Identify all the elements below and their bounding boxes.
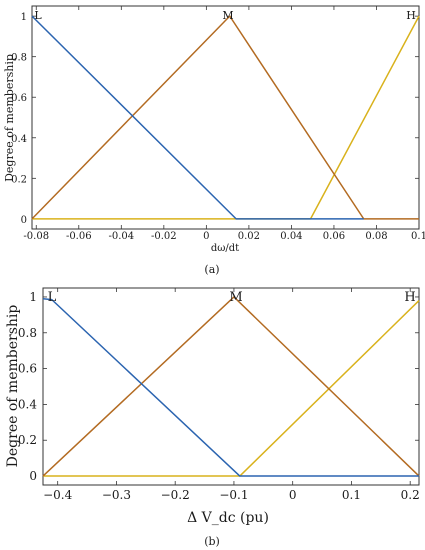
series-label-m: M <box>229 290 242 305</box>
plot-frame <box>31 5 420 230</box>
series-label-l: L <box>34 9 42 22</box>
x-tick-label: 0.02 <box>238 231 260 242</box>
y-axis-label: Degree of membership <box>5 305 21 468</box>
series-line-m <box>31 15 419 220</box>
y-tick-label: 0 <box>21 215 27 226</box>
series-group <box>31 15 420 220</box>
series-label-h: H <box>406 9 416 22</box>
y-tick-label: 1 <box>29 290 37 304</box>
y-tick-label: 0.2 <box>11 174 27 185</box>
x-tick-label: 0 <box>203 231 209 242</box>
x-tick-label: 0.2 <box>401 488 420 502</box>
x-tick-label: −0.1 <box>219 488 248 502</box>
y-axis-label: Degree of membership <box>3 54 16 182</box>
x-tick-label: −0.4 <box>43 488 73 502</box>
y-tick-label: 0.2 <box>18 433 37 447</box>
series-group <box>42 296 420 477</box>
series-label-h: H <box>404 290 415 305</box>
plot-frame <box>42 287 420 486</box>
series-line-l <box>31 15 364 220</box>
y-tick-label: 0 <box>29 469 37 483</box>
x-tick-label: 0.04 <box>280 231 302 242</box>
y-tick-label: 0.8 <box>18 326 37 340</box>
panel-tag: (a) <box>204 263 219 276</box>
panel-tag: (b) <box>204 535 220 548</box>
series-line-h <box>43 300 420 477</box>
x-tick-label: 0.1 <box>342 488 361 502</box>
x-tick-group: −0.4 −0.3 −0.2 −0.1 0 0.1 0.2 0 0.2 0.4 0.6 0.8 1 <box>18 288 420 502</box>
x-tick-group: -0.08 -0.06 -0.04 -0.02 0 0.02 0.04 0.06 0.08 0.1… <box>11 6 425 242</box>
x-tick-label: -0.08 <box>23 231 49 242</box>
x-tick-label: -0.04 <box>108 231 134 242</box>
panel-a: -0.08 -0.06 -0.04 -0.02 0 0.02 0.04 0.06 0.08 0.1… <box>3 5 425 276</box>
x-axis-label: Δ V_dc (pu) <box>187 510 269 526</box>
x-tick-label: −0.2 <box>161 488 190 502</box>
series-label-l: L <box>48 290 57 305</box>
series-line-m <box>42 296 420 477</box>
x-tick-label: 0 <box>289 488 297 502</box>
series-label-m: M <box>222 9 233 22</box>
y-tick-label: 0.4 <box>11 134 27 145</box>
x-tick-label: 0.06 <box>323 231 345 242</box>
y-tick-label: 0.6 <box>11 93 27 104</box>
y-tick-label: 0.8 <box>11 53 27 64</box>
y-tick-label: 1 <box>21 12 27 23</box>
x-tick-label: −0.3 <box>102 488 131 502</box>
x-tick-label: 0.08 <box>365 231 387 242</box>
series-line-h <box>32 15 420 220</box>
x-tick-label: -0.02 <box>151 231 177 242</box>
series-line-l <box>42 298 419 477</box>
x-tick-label: 0.1 <box>411 231 425 242</box>
y-tick-label: 0.4 <box>18 397 37 411</box>
panel-b: −0.4 −0.3 −0.2 −0.1 0 0.1 0.2 0 0.2 0.4 0.6 0.8 1 L M… <box>5 287 420 548</box>
y-tick-label: 0.6 <box>18 362 37 376</box>
x-tick-label: -0.06 <box>66 231 92 242</box>
x-axis-label: dω/dt <box>211 243 239 254</box>
